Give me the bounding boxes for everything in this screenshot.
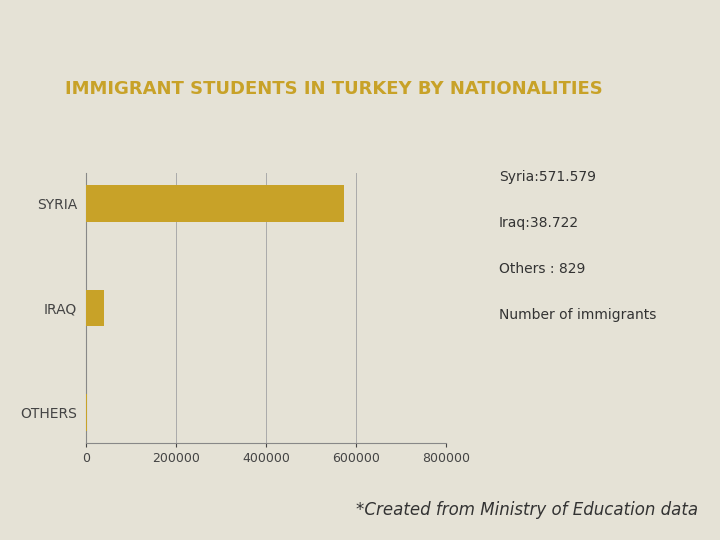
- Text: *Created from Ministry of Education data: *Created from Ministry of Education data: [356, 501, 698, 519]
- Bar: [86, 289, 104, 326]
- Text: IMMIGRANT STUDENTS IN TURKEY BY NATIONALITIES: IMMIGRANT STUDENTS IN TURKEY BY NATIONAL…: [65, 80, 603, 98]
- Text: Iraq:38.722: Iraq:38.722: [499, 216, 579, 230]
- Text: Others : 829: Others : 829: [499, 262, 585, 276]
- Text: Syria:571.579: Syria:571.579: [499, 170, 596, 184]
- Bar: [86, 185, 343, 221]
- Text: Number of immigrants: Number of immigrants: [499, 308, 657, 322]
